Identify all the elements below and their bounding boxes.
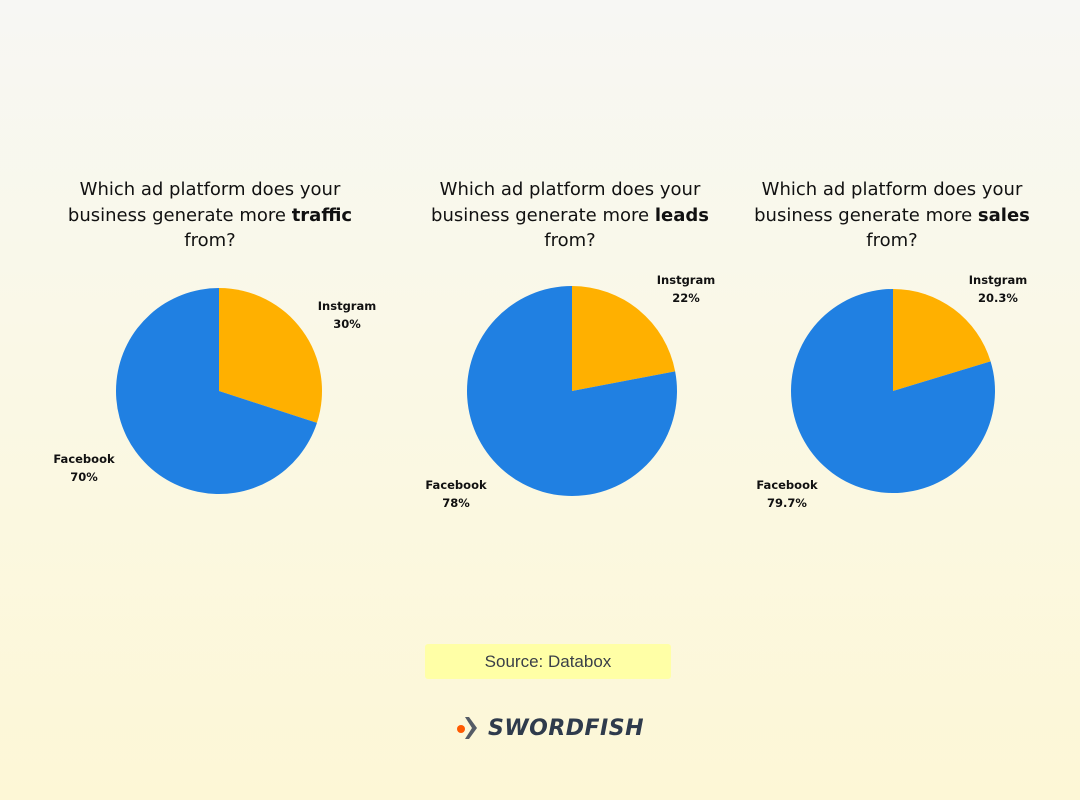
pie-slice-instgram (219, 288, 322, 423)
slice-value: 70% (70, 470, 98, 484)
pie-slice-facebook (791, 289, 996, 493)
label-instagram-leads: Instgram 22% (626, 271, 746, 307)
title-keyword: sales (977, 204, 1030, 226)
label-facebook-leads: Facebook 78% (396, 476, 516, 512)
title-keyword: leads (654, 204, 709, 226)
slice-value: 79.7% (767, 496, 807, 510)
chart-title-sales: Which ad platform does your business gen… (742, 177, 1042, 254)
pie-slice-facebook (116, 288, 317, 494)
pie-slice-facebook (467, 286, 677, 496)
title-text: from? (866, 230, 918, 251)
chart-title-traffic: Which ad platform does your business gen… (60, 177, 360, 254)
slice-value: 20.3% (978, 291, 1018, 305)
pie-slice-instgram (893, 289, 991, 391)
slice-label: Facebook (756, 478, 818, 492)
label-facebook-traffic: Facebook 70% (24, 450, 144, 486)
swordfish-logo: SWORDFISH (456, 712, 644, 744)
slice-label: Instgram (317, 299, 377, 313)
source-note: Source: Databox (425, 644, 671, 679)
slice-value: 30% (333, 317, 361, 331)
chart-title-leads: Which ad platform does your business gen… (420, 177, 720, 254)
slice-label: Facebook (53, 452, 115, 466)
swordfish-logo-icon (457, 717, 477, 739)
label-facebook-sales: Facebook 79.7% (727, 476, 847, 512)
slice-label: Instgram (968, 273, 1028, 287)
title-text: from? (544, 230, 596, 251)
slice-label: Facebook (425, 478, 487, 492)
title-text: Which ad platform does your business gen… (431, 179, 701, 226)
logo-text: SWORDFISH (488, 715, 644, 741)
title-text: Which ad platform does your business gen… (67, 179, 341, 226)
slice-label: Instgram (656, 273, 716, 287)
title-text: Which ad platform does your business gen… (754, 179, 1023, 226)
title-text: from? (184, 230, 236, 251)
label-instagram-sales: Instgram 20.3% (938, 271, 1058, 307)
title-keyword: traffic (291, 204, 353, 226)
slice-value: 22% (672, 291, 700, 305)
pie-slice-instgram (572, 286, 676, 391)
slice-value: 78% (442, 496, 470, 510)
label-instagram-traffic: Instgram 30% (287, 297, 407, 333)
